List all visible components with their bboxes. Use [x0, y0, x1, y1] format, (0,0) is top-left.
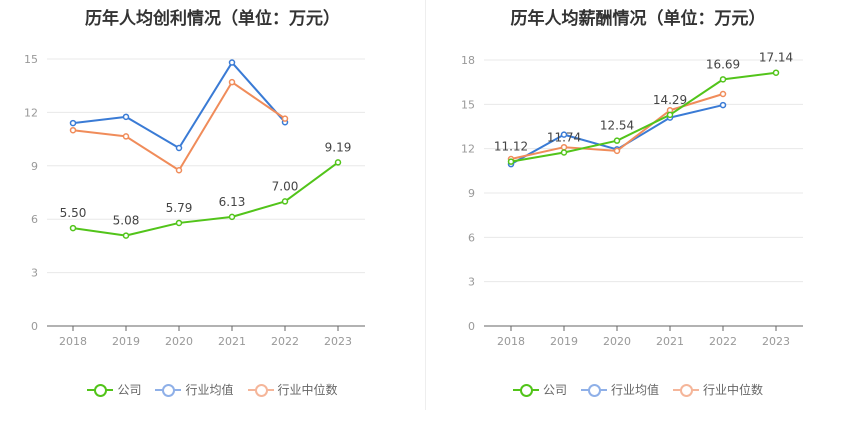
data-label: 14.29	[653, 93, 687, 107]
x-tick-label: 2023	[762, 335, 790, 348]
y-tick-label: 9	[468, 187, 475, 200]
legend-item-industry-median[interactable]: 行业中位数	[673, 381, 763, 398]
series-line-industry-median	[72, 81, 286, 172]
legend-label: 行业中位数	[703, 383, 764, 397]
data-label: 16.69	[706, 57, 740, 71]
data-label: 6.13	[219, 195, 246, 209]
data-point-company	[175, 219, 183, 227]
salary-chart-plot: 0 3 6 9 12 15 18 2018 2019 2020 2021 2022 2023 11.12 1…	[461, 51, 803, 348]
series-line-company	[510, 71, 777, 163]
legend-line-icon	[155, 383, 182, 397]
data-label: 12.54	[600, 119, 634, 133]
y-tick-label: 9	[31, 160, 38, 173]
data-point-industry-average	[69, 119, 77, 127]
data-label: 17.14	[759, 51, 793, 65]
legend-label: 公司	[542, 383, 567, 397]
data-point-industry-average	[122, 113, 130, 121]
legend-label: 行业均值	[185, 383, 234, 397]
data-label: 11.12	[494, 140, 528, 154]
y-tick-label: 12	[24, 106, 38, 119]
data-point-company	[122, 232, 130, 239]
data-point-company	[560, 149, 568, 156]
data-point-company	[719, 76, 727, 83]
x-tick-label: 2022	[271, 335, 299, 348]
panel-divider	[425, 0, 426, 410]
chart-title: 历年人均薪酬情况（单位：万元）	[510, 9, 766, 29]
series-line-company	[72, 161, 339, 237]
data-point-industry-median	[122, 133, 130, 140]
legend-item-company[interactable]: 公司	[512, 381, 567, 398]
y-tick-label: 15	[461, 98, 475, 111]
x-tick-label: 2018	[59, 335, 87, 348]
data-point-industry-average	[719, 101, 727, 109]
data-point-industry-average	[560, 131, 568, 138]
data-point-industry-median	[560, 143, 568, 151]
data-point-company	[507, 158, 515, 165]
data-point-company	[613, 137, 621, 144]
legend-line-icon	[580, 383, 607, 397]
x-tick-label: 2020	[603, 335, 631, 348]
legend-line-icon	[512, 383, 539, 397]
legend: 公司 行业均值 行业中位数	[0, 381, 425, 398]
data-point-industry-median	[69, 126, 77, 134]
x-tick-label: 2019	[550, 335, 578, 348]
x-tick-label: 2019	[112, 335, 140, 348]
legend-item-industry-average[interactable]: 行业均值	[155, 381, 234, 398]
y-tick-label: 18	[461, 54, 475, 67]
data-point-industry-median	[719, 90, 727, 98]
y-tick-label: 0	[31, 320, 38, 333]
data-point-industry-median	[228, 78, 236, 86]
data-label: 11.74	[547, 131, 581, 145]
data-label: 9.19	[325, 140, 352, 154]
legend-line-icon	[673, 383, 699, 397]
legend-line-icon	[247, 383, 274, 397]
data-point-company	[666, 111, 674, 119]
y-tick-label: 6	[31, 213, 38, 226]
data-point-company	[334, 159, 342, 166]
y-tick-label: 6	[468, 231, 475, 244]
x-tick-label: 2020	[165, 335, 193, 348]
data-point-company	[228, 213, 236, 221]
x-tick-label: 2022	[709, 335, 737, 348]
y-tick-label: 12	[461, 143, 475, 156]
y-tick-label: 15	[24, 53, 38, 66]
chart-title: 历年人均创利情况（单位：万元）	[85, 9, 340, 29]
salary-chart-panel: 历年人均薪酬情况（单位：万元） 0 3 6 9 12 15 18 2018 2019 2020 20…	[426, 0, 850, 437]
data-label: 5.79	[166, 201, 193, 215]
data-label: 5.08	[113, 214, 140, 228]
x-tick-label: 2023	[324, 335, 352, 348]
legend-label: 行业均值	[610, 383, 659, 397]
legend-item-company[interactable]: 公司	[87, 381, 141, 398]
y-tick-label: 3	[468, 276, 475, 289]
profit-chart-plot: 0 3 6 9 12 15 2018 2019 2020 2021 2022 2023 5.50 5.08…	[24, 53, 365, 348]
y-tick-label: 3	[31, 267, 38, 280]
legend-label: 行业中位数	[277, 383, 338, 397]
data-label: 7.00	[272, 179, 299, 193]
legend-item-industry-average[interactable]: 行业均值	[580, 381, 659, 398]
x-tick-label: 2018	[497, 335, 525, 348]
x-tick-label: 2021	[656, 335, 684, 348]
data-label: 5.50	[60, 206, 87, 220]
data-point-industry-average	[175, 144, 183, 152]
legend-item-industry-median[interactable]: 行业中位数	[247, 381, 338, 398]
legend-label: 公司	[117, 383, 142, 397]
series-line-industry-average	[72, 61, 286, 149]
data-point-company	[69, 224, 77, 232]
data-point-industry-median	[613, 147, 621, 155]
data-point-company	[281, 198, 289, 205]
data-point-industry-median	[175, 167, 183, 174]
legend-line-icon	[87, 383, 114, 397]
data-point-industry-median	[281, 115, 289, 122]
y-tick-label: 0	[468, 320, 475, 333]
data-point-company	[772, 69, 780, 76]
profit-chart-panel: 历年人均创利情况（单位：万元） 0 3 6 9 12 15 2018 2019 2020 2021…	[0, 9, 425, 398]
legend: 公司 行业均值 行业中位数	[426, 381, 850, 398]
data-point-industry-average	[228, 59, 236, 66]
x-tick-label: 2021	[218, 335, 246, 348]
